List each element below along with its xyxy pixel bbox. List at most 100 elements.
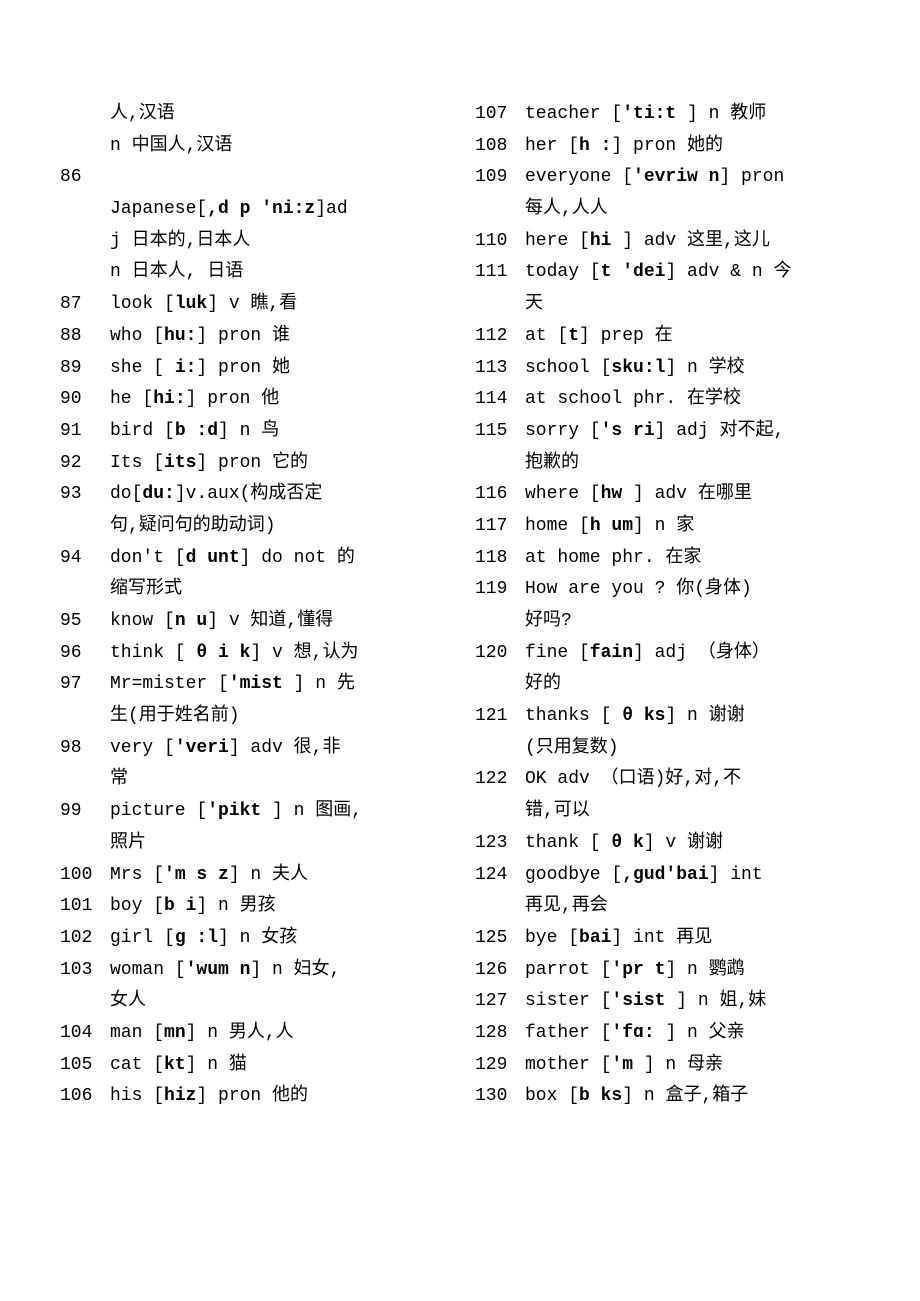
vocab-entry: 好吗? [475, 607, 860, 637]
entry-text: where [hw ] adv 在哪里 [525, 480, 860, 510]
entry-text: sister ['sist ] n 姐,妹 [525, 987, 860, 1017]
entry-text: today [t 'dei] adv & n 今 [525, 258, 860, 288]
entry-text: very ['veri] adv 很,非 [110, 734, 445, 764]
entry-text: everyone ['evriw n] pron [525, 163, 860, 193]
vocab-entry: j 日本的,日本人 [60, 227, 445, 257]
entry-number: 130 [475, 1082, 525, 1112]
entry-continuation: 照片 [60, 829, 445, 859]
vocab-entry: 120 fine [fain] adj （身体） [475, 639, 860, 669]
entry-text: teacher ['ti:t ] n 教师 [525, 100, 860, 130]
entry-continuation: Japanese[,d p 'ni:z]ad [60, 195, 445, 225]
entry-number: 121 [475, 702, 525, 732]
entry-text: picture ['pikt ] n 图画, [110, 797, 445, 827]
entry-number: 129 [475, 1051, 525, 1081]
vocab-entry: 86 [60, 163, 445, 193]
vocab-entry: 105 cat [kt] n 猫 [60, 1051, 445, 1081]
entry-number: 110 [475, 227, 525, 257]
entry-continuation: n 中国人,汉语 [60, 132, 445, 162]
vocab-entry: 人,汉语 [60, 100, 445, 130]
entry-number: 102 [60, 924, 110, 954]
vocab-entry: 98 very ['veri] adv 很,非 [60, 734, 445, 764]
entry-text: thanks [ θ ks] n 谢谢 [525, 702, 860, 732]
entry-number: 90 [60, 385, 110, 415]
vocab-entry: 123 thank [ θ k] v 谢谢 [475, 829, 860, 859]
entry-text: know [n u] v 知道,懂得 [110, 607, 445, 637]
vocab-entry: 102 girl [g :l] n 女孩 [60, 924, 445, 954]
vocab-entry: 生(用于姓名前) [60, 702, 445, 732]
vocab-entry: 126 parrot ['pr t] n 鹦鹉 [475, 956, 860, 986]
entry-text: man [mn] n 男人,人 [110, 1019, 445, 1049]
vocab-entry: 115 sorry ['s ri] adj 对不起, [475, 417, 860, 447]
entry-number: 111 [475, 258, 525, 288]
vocab-entry: 100 Mrs ['m s z] n 夫人 [60, 861, 445, 891]
entry-number: 120 [475, 639, 525, 669]
entry-number: 101 [60, 892, 110, 922]
vocab-entry: 99 picture ['pikt ] n 图画, [60, 797, 445, 827]
entry-continuation: 女人 [60, 987, 445, 1017]
vocab-entry: Japanese[,d p 'ni:z]ad [60, 195, 445, 225]
vocab-entry: 107 teacher ['ti:t ] n 教师 [475, 100, 860, 130]
entry-number: 109 [475, 163, 525, 193]
entry-number: 116 [475, 480, 525, 510]
vocab-entry: 130 box [b ks] n 盒子,箱子 [475, 1082, 860, 1112]
entry-text: parrot ['pr t] n 鹦鹉 [525, 956, 860, 986]
entry-number: 126 [475, 956, 525, 986]
entry-text: think [ θ i k] v 想,认为 [110, 639, 445, 669]
entry-continuation: 好的 [475, 670, 860, 700]
vocab-entry: 104 man [mn] n 男人,人 [60, 1019, 445, 1049]
vocab-entry: 103 woman ['wum n] n 妇女, [60, 956, 445, 986]
entry-text: thank [ θ k] v 谢谢 [525, 829, 860, 859]
vocab-entry: n 中国人,汉语 [60, 132, 445, 162]
entry-text: fine [fain] adj （身体） [525, 639, 860, 669]
entry-number: 123 [475, 829, 525, 859]
entry-continuation: 缩写形式 [60, 575, 445, 605]
entry-text: bird [b :d] n 鸟 [110, 417, 445, 447]
entry-number: 97 [60, 670, 110, 700]
entry-continuation: n 日本人, 日语 [60, 258, 445, 288]
entry-number: 119 [475, 575, 525, 605]
vocab-entry: 110 here [hi ] adv 这里,这儿 [475, 227, 860, 257]
entry-text: Its [its] pron 它的 [110, 449, 445, 479]
entry-number: 105 [60, 1051, 110, 1081]
vocab-entry: 92 Its [its] pron 它的 [60, 449, 445, 479]
entry-text: home [h um] n 家 [525, 512, 860, 542]
entry-text: Mr=mister ['mist ] n 先 [110, 670, 445, 700]
entry-number: 106 [60, 1082, 110, 1112]
entry-text: OK adv （口语)好,对,不 [525, 765, 860, 795]
vocab-entry: 句,疑问句的助动词) [60, 512, 445, 542]
entry-number: 93 [60, 480, 110, 510]
vocab-entry: 118 at home phr. 在家 [475, 544, 860, 574]
entry-number: 107 [475, 100, 525, 130]
vocab-entry: 125 bye [bai] int 再见 [475, 924, 860, 954]
vocab-entry: 114 at school phr. 在学校 [475, 385, 860, 415]
vocab-entry: 缩写形式 [60, 575, 445, 605]
entry-continuation: 抱歉的 [475, 449, 860, 479]
entry-number: 112 [475, 322, 525, 352]
entry-number: 100 [60, 861, 110, 891]
vocab-entry: 101 boy [b i] n 男孩 [60, 892, 445, 922]
columns-container: 人,汉语 n 中国人,汉语86Japanese[,d p 'ni:z]adj 日… [60, 100, 860, 1114]
entry-text: do[du:]v.aux(构成否定 [110, 480, 445, 510]
entry-number: 92 [60, 449, 110, 479]
entry-number: 91 [60, 417, 110, 447]
entry-number: 122 [475, 765, 525, 795]
vocab-entry: 127 sister ['sist ] n 姐,妹 [475, 987, 860, 1017]
entry-number: 88 [60, 322, 110, 352]
vocab-entry: 121 thanks [ θ ks] n 谢谢 [475, 702, 860, 732]
entry-continuation: 好吗? [475, 607, 860, 637]
vocab-entry: (只用复数) [475, 734, 860, 764]
entry-text: goodbye [,gud'bai] int [525, 861, 860, 891]
entry-text: who [hu:] pron 谁 [110, 322, 445, 352]
right-column: 107 teacher ['ti:t ] n 教师108 her [h :] p… [475, 100, 860, 1114]
entry-number: 128 [475, 1019, 525, 1049]
vocab-entry: 97 Mr=mister ['mist ] n 先 [60, 670, 445, 700]
left-column: 人,汉语 n 中国人,汉语86Japanese[,d p 'ni:z]adj 日… [60, 100, 445, 1114]
vocab-entry: 88 who [hu:] pron 谁 [60, 322, 445, 352]
entry-continuation: j 日本的,日本人 [60, 227, 445, 257]
entry-text: at school phr. 在学校 [525, 385, 860, 415]
vocab-entry: 108 her [h :] pron 她的 [475, 132, 860, 162]
vocab-entry: 女人 [60, 987, 445, 1017]
entry-number: 98 [60, 734, 110, 764]
vocab-entry: 93 do[du:]v.aux(构成否定 [60, 480, 445, 510]
entry-number: 113 [475, 354, 525, 384]
